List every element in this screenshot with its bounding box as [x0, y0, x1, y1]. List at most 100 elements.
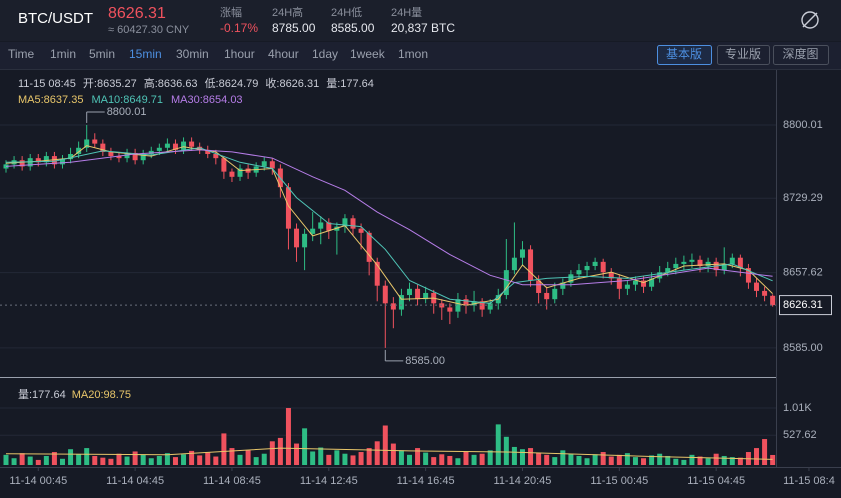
interval-tab[interactable]: Time: [8, 47, 35, 61]
volume-bar: [552, 457, 558, 465]
volume-bar: [140, 454, 146, 465]
candle-body: [205, 149, 211, 154]
candle-body: [84, 139, 90, 148]
volume-bar: [641, 458, 647, 465]
interval-tab[interactable]: 15min: [129, 47, 162, 61]
x-tick-label: 11-14 20:45: [494, 475, 552, 487]
y-tick-label: 1.01K: [783, 402, 812, 414]
x-tick-label: 11-15 08:4: [783, 475, 835, 487]
interval-tab[interactable]: 1hour: [224, 47, 255, 61]
candle-body: [754, 282, 760, 291]
volume-bar: [503, 436, 509, 465]
volume-bar: [681, 459, 687, 465]
volume-bar: [729, 457, 735, 465]
volume-bar: [261, 453, 267, 465]
interval-tab[interactable]: 5min: [89, 47, 115, 61]
last-price-label: 8626.31: [783, 299, 823, 311]
candle-body: [665, 268, 671, 273]
interval-tab[interactable]: 1min: [50, 47, 76, 61]
draw-toggle-icon[interactable]: [801, 11, 819, 29]
volume-bar: [560, 450, 566, 465]
x-tick-label: 11-14 04:45: [106, 475, 164, 487]
view-button-label[interactable]: 深度图: [782, 46, 818, 61]
candle-body: [189, 141, 195, 147]
candle-body: [269, 161, 275, 169]
candle-body: [511, 257, 517, 271]
volume-bar: [19, 453, 25, 465]
candle-body: [164, 143, 170, 148]
volume-bar: [762, 439, 768, 465]
candle-body: [721, 263, 727, 271]
volume-bar: [43, 455, 49, 465]
candle-body: [584, 266, 590, 271]
candle-body: [318, 222, 324, 229]
interval-tab[interactable]: 30min: [176, 47, 209, 61]
volume-bar: [721, 455, 727, 465]
ma-legend: MA30:8654.03: [171, 94, 243, 106]
candle-body: [471, 301, 477, 306]
candle-body: [148, 150, 154, 154]
candle-body: [624, 284, 630, 289]
volume-bar: [770, 454, 776, 465]
volume-bar: [342, 453, 348, 465]
moving-average-line: [5, 145, 773, 306]
candle-body: [3, 164, 9, 169]
interval-tab[interactable]: 1mon: [398, 47, 428, 61]
stat-value: -0.17%: [220, 21, 258, 35]
candle-body: [576, 270, 582, 275]
volume-bar: [11, 458, 17, 465]
volume-bar: [269, 441, 275, 465]
volume-bar: [616, 454, 622, 465]
volume-bar: [495, 424, 501, 465]
icon-slash: [802, 12, 818, 28]
candle-body: [35, 158, 41, 163]
volume-bar: [245, 450, 251, 465]
candle-body: [560, 282, 566, 289]
view-button[interactable]: [657, 45, 712, 65]
volume-bar: [576, 455, 582, 465]
candle-body: [390, 303, 396, 310]
volume-bar: [713, 453, 719, 465]
candle-body: [310, 228, 316, 234]
volume-bar: [455, 458, 461, 465]
view-button-label[interactable]: 专业版: [725, 46, 761, 61]
ma-legend: MA5:8637.35: [18, 94, 83, 106]
volume-bar: [382, 425, 388, 465]
volume-bar: [156, 455, 162, 465]
volume-bar: [334, 450, 340, 465]
volume-bar: [536, 452, 542, 465]
volume-bar: [84, 448, 90, 465]
candle-body: [229, 171, 235, 177]
volume-bar: [68, 449, 74, 465]
volume-bar: [649, 455, 655, 465]
y-tick-label: 8729.29: [783, 192, 823, 204]
interval-tab[interactable]: 1week: [350, 47, 386, 61]
volume-bar: [3, 454, 9, 465]
candle-body: [487, 303, 493, 310]
volume-bar: [665, 455, 671, 465]
pair: BTC/USDT: [18, 10, 93, 27]
interval-tab[interactable]: 1day: [312, 47, 338, 61]
candle-body: [124, 152, 130, 159]
volume-bar: [310, 451, 316, 465]
icon-circle: [801, 11, 819, 29]
volume-bar: [277, 437, 283, 465]
candle-body: [156, 147, 162, 151]
view-button[interactable]: [773, 45, 829, 65]
view-button[interactable]: [717, 45, 770, 65]
last-price-tag: [779, 295, 832, 316]
candle-body: [294, 228, 300, 248]
candle-body: [132, 152, 138, 161]
candle-body: [697, 259, 703, 266]
candle-body: [608, 272, 614, 279]
volume-bar: [487, 450, 493, 465]
volume-bar: [76, 454, 82, 465]
stat-label: 24H高: [272, 5, 303, 19]
view-button-label[interactable]: 基本版: [666, 47, 702, 61]
stat-value: 8585.00: [331, 21, 375, 35]
volume-bar: [124, 456, 130, 465]
candle-body: [689, 259, 695, 262]
ma-legend: MA10:8649.71: [91, 94, 163, 106]
info-item: 低:8624.79: [205, 77, 259, 90]
interval-tab[interactable]: 4hour: [268, 47, 299, 61]
